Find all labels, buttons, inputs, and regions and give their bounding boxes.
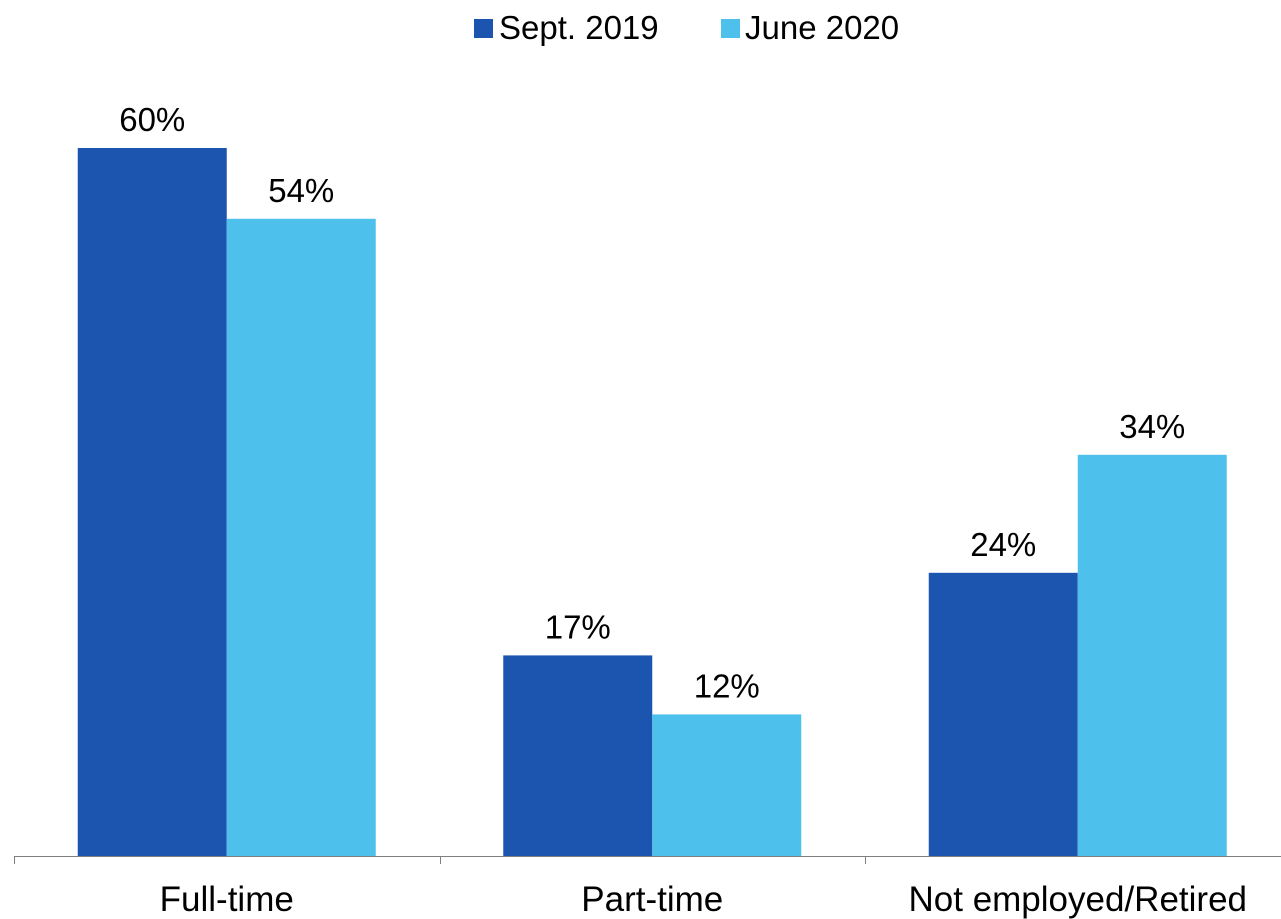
value-label-sept-2019-full-time: 60% — [119, 101, 185, 138]
bar-june-2020-not-employed-retired — [1077, 454, 1227, 856]
bars-group — [77, 148, 1227, 857]
bar-sept-2019-full-time — [77, 148, 227, 856]
legend-label-june-2020: June 2020 — [745, 9, 899, 46]
legend: Sept. 2019 June 2020 — [474, 9, 899, 46]
x-tick-label-not-employed-retired: Not employed/Retired — [909, 880, 1248, 919]
x-tick-label-full-time: Full-time — [160, 880, 294, 919]
bar-sept-2019-part-time — [503, 655, 653, 856]
x-axis: Full-time Part-time Not employed/Retired — [14, 856, 1281, 919]
value-label-june-2020-full-time: 54% — [268, 172, 334, 209]
value-labels-group: 60% 54% 17% 12% 24% 34% — [119, 101, 1185, 704]
bar-sept-2019-not-employed-retired — [928, 572, 1078, 856]
value-label-june-2020-part-time: 12% — [694, 667, 760, 704]
bar-june-2020-full-time — [226, 218, 376, 857]
legend-swatch-june-2020 — [721, 19, 740, 38]
legend-label-sept-2019: Sept. 2019 — [499, 9, 659, 46]
value-label-sept-2019-not-employed-retired: 24% — [970, 526, 1036, 563]
x-tick-label-part-time: Part-time — [581, 880, 723, 919]
legend-swatch-sept-2019 — [474, 19, 493, 38]
value-label-june-2020-not-employed-retired: 34% — [1119, 408, 1185, 445]
value-label-sept-2019-part-time: 17% — [545, 608, 611, 645]
bar-june-2020-part-time — [652, 714, 802, 856]
